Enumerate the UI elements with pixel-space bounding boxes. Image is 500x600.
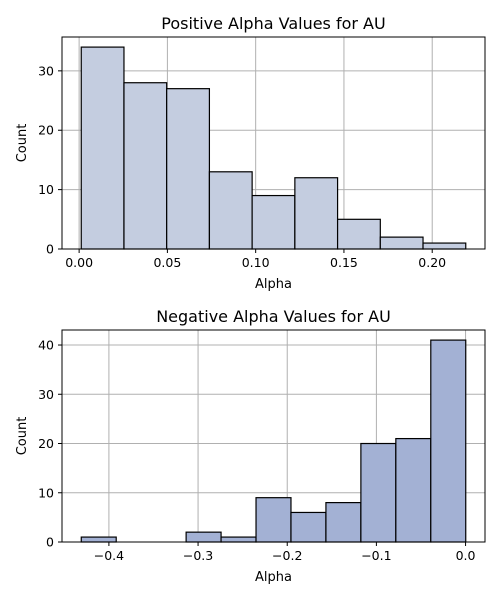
y-tick-label: 0 (46, 535, 54, 550)
y-tick-label: 10 (38, 182, 54, 197)
x-axis-label: Alpha (255, 277, 292, 292)
histogram-bar (80, 536, 117, 543)
positive-alpha-histogram: 0.00 0.05 0.10 0.15 0.20 0 10 20 30 Positive Al… (15, 14, 486, 292)
y-axis-ticks: 0 10 20 30 40 (38, 338, 62, 550)
x-tick-label: 0.10 (242, 255, 270, 270)
histogram-bar (123, 82, 168, 250)
y-tick-label: 20 (38, 436, 54, 451)
histogram-bars (80, 339, 467, 543)
histogram-bar (255, 497, 292, 543)
histogram-bars (80, 46, 467, 250)
x-tick-label: −0.2 (272, 548, 302, 563)
x-tick-label: −0.4 (94, 548, 124, 563)
histogram-bar (379, 236, 424, 250)
histogram-bar (208, 171, 253, 250)
y-tick-label: 10 (38, 485, 54, 500)
histogram-bar (251, 194, 296, 250)
x-tick-label: −0.3 (183, 548, 213, 563)
histogram-bar (220, 536, 257, 543)
x-tick-label: 0.0 (456, 548, 476, 563)
chart-title: Positive Alpha Values for AU (161, 14, 385, 33)
histogram-bar (294, 177, 339, 250)
x-tick-label: 0.15 (330, 255, 358, 270)
histogram-bar (430, 339, 467, 543)
negative-alpha-histogram: −0.4 −0.3 −0.2 −0.1 0.0 0 10 20 30 40 Negative A… (15, 307, 486, 585)
x-axis-label: Alpha (255, 570, 292, 585)
x-tick-label: 0.20 (418, 255, 446, 270)
y-axis-ticks: 0 10 20 30 (38, 63, 62, 257)
histogram-bar (360, 442, 397, 543)
y-tick-label: 20 (38, 123, 54, 138)
histogram-bar (395, 437, 432, 543)
histogram-bar (80, 46, 125, 250)
histogram-bar (166, 88, 211, 250)
histogram-bar (422, 242, 467, 250)
chart-title: Negative Alpha Values for AU (156, 307, 391, 326)
y-tick-label: 0 (46, 242, 54, 257)
grid-lines (62, 330, 485, 543)
y-tick-label: 40 (38, 338, 54, 353)
y-tick-label: 30 (38, 387, 54, 402)
histogram-bar (290, 511, 327, 543)
histogram-bar (185, 531, 222, 543)
axes-frame (61, 36, 486, 250)
x-tick-label: 0.05 (153, 255, 181, 270)
x-axis-ticks: −0.4 −0.3 −0.2 −0.1 0.0 (94, 542, 476, 563)
x-tick-label: 0.00 (65, 255, 93, 270)
y-axis-label: Count (15, 417, 30, 456)
y-tick-label: 30 (38, 63, 54, 78)
histogram-bar (325, 502, 362, 543)
y-axis-label: Count (15, 124, 30, 163)
x-axis-ticks: 0.00 0.05 0.10 0.15 0.20 (65, 249, 446, 270)
histogram-bar (336, 218, 381, 250)
axes-frame (61, 329, 486, 543)
x-tick-label: −0.1 (361, 548, 391, 563)
